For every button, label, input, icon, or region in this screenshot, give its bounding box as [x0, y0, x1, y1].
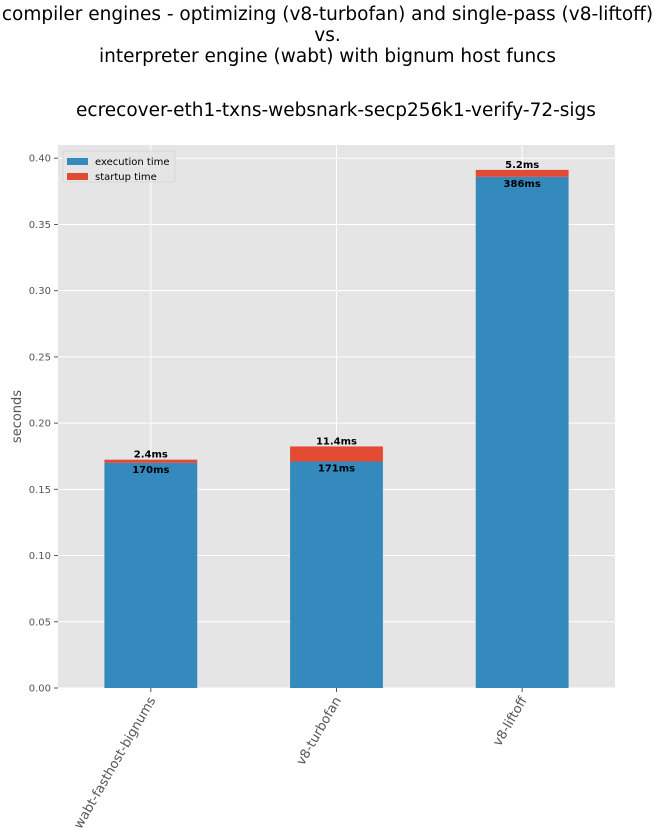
y-tick-label: 0.15	[29, 485, 51, 496]
data-label-startup: 5.2ms	[505, 160, 539, 171]
x-tick-label: wabt-fasthost-bignums	[71, 694, 159, 829]
bar-labels: 2.4ms 170ms 11.4ms 171ms 5.2ms 386ms	[132, 160, 541, 476]
data-label-execution: 386ms	[504, 179, 541, 190]
y-axis-label: seconds	[10, 390, 25, 443]
bar-execution-time	[290, 461, 383, 688]
y-tick-label: 0.10	[29, 551, 51, 562]
legend-swatch	[67, 158, 88, 165]
legend-box	[62, 150, 176, 183]
x-tick-label: v8-turbofan	[294, 695, 345, 769]
chart-suptitle: compiler engines - optimizing (v8-turbof…	[1, 4, 654, 67]
x-tick-label: v8-liftoff	[491, 694, 532, 749]
bar-startup-time	[475, 169, 569, 177]
data-label-execution: 170ms	[132, 465, 169, 476]
y-tick-label: 0.05	[29, 617, 51, 628]
legend: execution time startup time	[62, 150, 176, 183]
legend-swatch	[67, 173, 88, 180]
y-tick-label: 0.00	[29, 684, 51, 695]
y-tick-label: 0.35	[29, 220, 51, 231]
bar-execution-time	[104, 462, 198, 688]
bar-execution-time	[475, 176, 569, 688]
data-label-execution: 171ms	[318, 464, 355, 475]
chart-title: ecrecover-eth1-txns-websnark-secp256k1-v…	[76, 100, 596, 121]
data-label-startup: 2.4ms	[134, 450, 168, 461]
bars	[104, 169, 569, 688]
data-label-startup: 11.4ms	[316, 436, 357, 447]
y-tick-label: 0.40	[29, 154, 51, 165]
bar-startup-time	[104, 459, 198, 463]
bar-startup-time	[290, 446, 383, 462]
x-axis: wabt-fasthost-bignums v8-turbofan v8-lifto…	[71, 688, 531, 829]
y-tick-label: 0.30	[29, 286, 51, 297]
y-axis: 0.00 0.05 0.10 0.15 0.20 0.25 0.30 0.35 0.40	[29, 154, 58, 695]
y-tick-label: 0.25	[29, 352, 51, 363]
y-tick-label: 0.20	[29, 419, 51, 430]
legend-entry: execution time	[95, 157, 170, 168]
legend-entry: startup time	[95, 172, 157, 183]
